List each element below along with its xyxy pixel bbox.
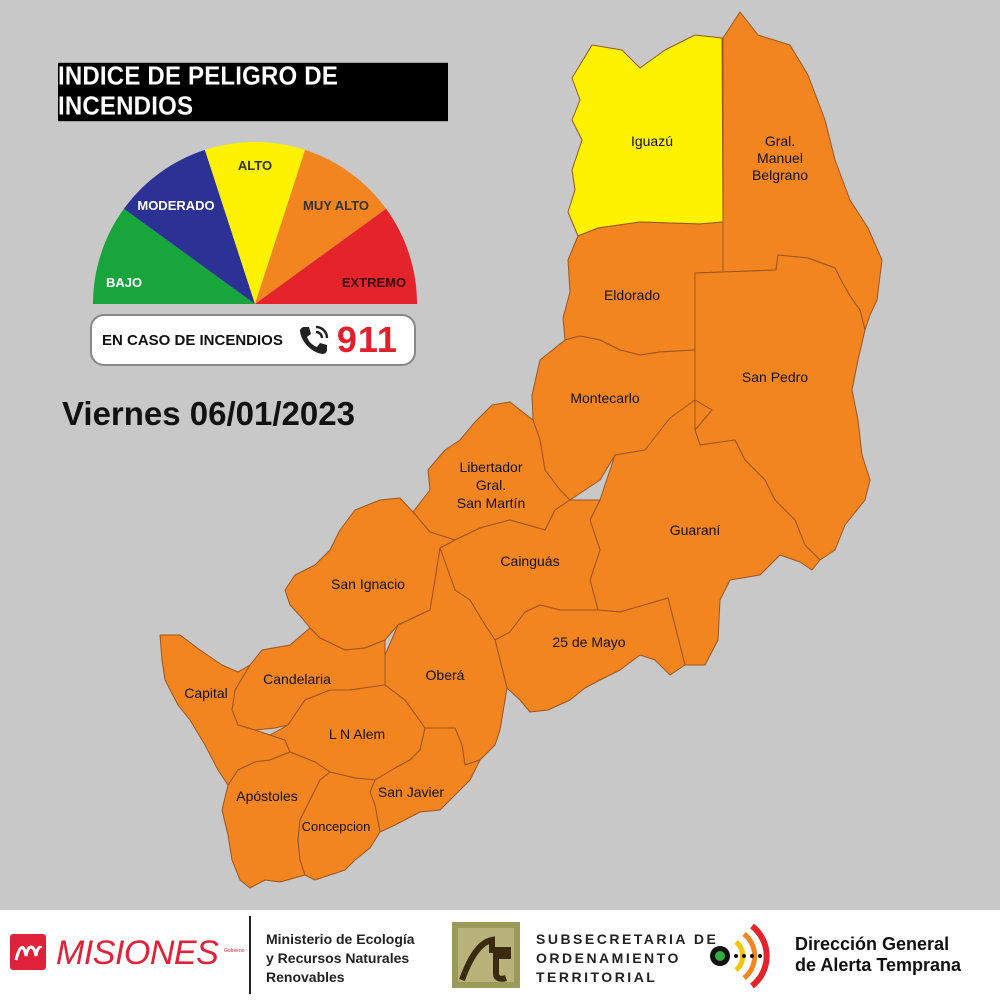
department-label-iguazu: Iguazú	[631, 133, 673, 149]
department-label-cainguas: Cainguás	[500, 553, 559, 569]
gauge-label-alto: ALTO	[238, 158, 272, 173]
alerta-temprana-text: Dirección General de Alerta Temprana	[795, 934, 962, 975]
department-label-25-de-mayo: 25 de Mayo	[552, 634, 625, 650]
department-label-libertador-gral-san-martin: Libertador Gral. San Martín	[457, 459, 525, 511]
department-label-eldorado: Eldorado	[604, 287, 660, 303]
emergency-text: EN CASO DE INCENDIOS	[102, 331, 283, 349]
misiones-small-text: Gobierno	[224, 948, 245, 954]
gauge-segment-extremo	[255, 208, 417, 304]
danger-gauge-legend: BAJO MODERADO ALTO MUY ALTO EXTREMO	[92, 141, 417, 304]
gauge-segment-moderado	[123, 149, 256, 304]
gauge-label-muy-alto: MUY ALTO	[303, 198, 369, 213]
gauge-segment-bajo	[92, 208, 255, 304]
gauge-label-moderado: MODERADO	[137, 198, 214, 213]
misiones-map: Iguazú Gral. Manuel Belgrano Eldorado San Ped…	[92, 11, 883, 889]
department-label-gral-manuel-belgrano: Gral. Manuel Belgrano	[752, 133, 808, 183]
ministerio-text: Ministerio de Ecología y Recursos Natura…	[266, 931, 415, 985]
department-label-montecarlo: Montecarlo	[570, 390, 639, 406]
department-label-san-javier: San Javier	[378, 784, 444, 800]
department-label-candelaria: Candelaria	[263, 671, 331, 687]
emergency-number: 911	[336, 319, 398, 360]
department-concepcion	[297, 771, 381, 881]
subsecretaria-logo-icon	[452, 922, 520, 988]
department-label-guarani: Guaraní	[670, 522, 721, 538]
gauge-label-extremo: EXTREMO	[342, 275, 406, 290]
department-label-capital: Capital	[184, 685, 228, 701]
footer-divider	[249, 916, 251, 994]
department-label-l-n-alem: L N Alem	[329, 726, 385, 742]
emergency-banner: EN CASO DE INCENDIOS 911	[90, 314, 416, 366]
subsecretaria-text: SUBSECRETARIA DE ORDENAMIENTO TERRITORIA…	[536, 931, 719, 985]
footer-logos: MISIONES Gobierno Ministerio de Ecología…	[0, 910, 1000, 1000]
misiones-logo-icon	[10, 934, 46, 970]
department-label-san-ignacio: San Ignacio	[331, 576, 405, 592]
gauge-segment-alto	[204, 141, 306, 304]
alerta-temprana-logo-icon	[706, 918, 786, 992]
department-label-apostoles: Apóstoles	[236, 788, 297, 804]
page-title: INDICE DE PELIGRO DE INCENDIOS	[58, 62, 448, 122]
department-label-concepcion: Concepcion	[302, 819, 371, 834]
department-25-de-mayo	[494, 597, 686, 713]
phone-icon	[297, 323, 331, 357]
misiones-wordmark: MISIONES	[56, 934, 219, 972]
department-san-javier	[369, 727, 481, 833]
gauge-segment-muy-alto	[255, 149, 387, 304]
department-label-san-pedro: San Pedro	[742, 369, 808, 385]
gauge-label-bajo: BAJO	[106, 275, 142, 290]
department-label-obera: Oberá	[426, 667, 465, 683]
report-date: Viernes 06/01/2023	[62, 395, 355, 432]
